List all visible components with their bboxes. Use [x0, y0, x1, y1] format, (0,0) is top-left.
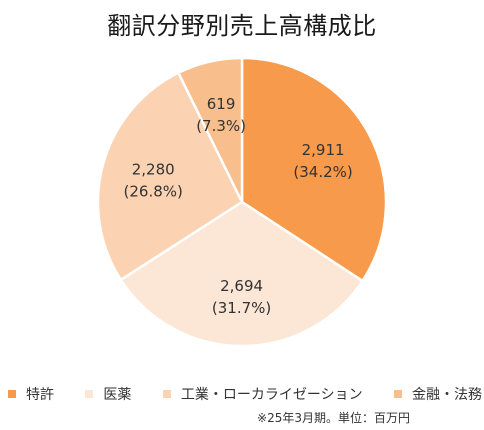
legend-label: 工業・ローカライゼーション — [180, 387, 363, 403]
legend: 特許 医薬 工業・ローカライゼーション 金融・法務 — [8, 384, 482, 404]
slice-percent-label: (31.7%) — [212, 299, 271, 317]
legend-swatch — [394, 390, 402, 398]
legend-swatch — [85, 390, 94, 398]
slice-value-label: 619 — [207, 95, 236, 113]
pie-slice — [119, 200, 364, 348]
legend-item: 医薬 — [85, 384, 131, 404]
legend-label: 金融・法務 — [412, 387, 482, 403]
legend-label: 医薬 — [103, 387, 132, 403]
chart-title: 翻訳分野別売上高構成比 — [107, 12, 377, 40]
legend-item: 工業・ローカライゼーション — [162, 384, 363, 404]
legend-swatch — [8, 390, 16, 398]
slice-value-label: 2,694 — [220, 277, 263, 295]
slice-percent-label: (34.2%) — [293, 163, 352, 181]
pie-slice — [177, 56, 244, 204]
footnote: ※25年3月期。単位：百万円 — [257, 411, 410, 425]
legend-label: 特許 — [26, 387, 54, 403]
legend-item: 特許 — [8, 384, 54, 404]
legend-swatch — [162, 390, 171, 398]
slice-percent-label: (26.8%) — [124, 182, 183, 200]
legend-item: 金融・法務 — [394, 384, 482, 404]
slice-percent-label: (7.3%) — [196, 117, 246, 135]
slice-value-label: 2,911 — [302, 141, 345, 159]
pie-slice — [96, 71, 244, 282]
slice-value-label: 2,280 — [132, 160, 175, 178]
